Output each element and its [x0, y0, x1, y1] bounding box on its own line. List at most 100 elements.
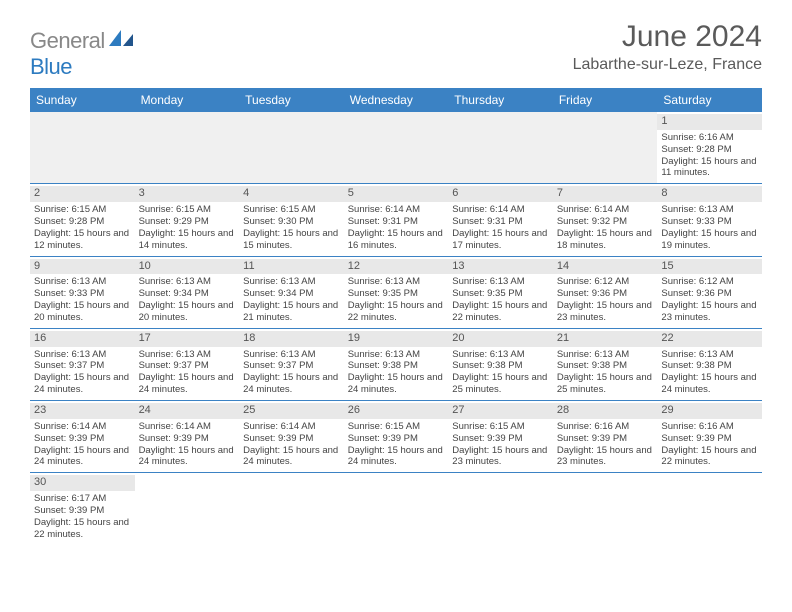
title-block: June 2024 Labarthe-sur-Leze, France — [573, 20, 762, 74]
empty-cell — [135, 473, 240, 544]
weekday-header: Wednesday — [344, 88, 449, 112]
day-number: 9 — [30, 259, 135, 275]
sunset-text: Sunset: 9:39 PM — [34, 433, 131, 445]
day-cell: 4Sunrise: 6:15 AMSunset: 9:30 PMDaylight… — [239, 184, 344, 255]
day-number: 1 — [657, 114, 762, 130]
day-number: 22 — [657, 331, 762, 347]
day-number: 16 — [30, 331, 135, 347]
daylight-text: Daylight: 15 hours and 19 minutes. — [661, 228, 758, 252]
sunset-text: Sunset: 9:31 PM — [452, 216, 549, 228]
day-number: 23 — [30, 403, 135, 419]
day-number: 11 — [239, 259, 344, 275]
day-number: 15 — [657, 259, 762, 275]
sunrise-text: Sunrise: 6:13 AM — [243, 276, 340, 288]
day-number: 4 — [239, 186, 344, 202]
day-number: 20 — [448, 331, 553, 347]
sunset-text: Sunset: 9:35 PM — [452, 288, 549, 300]
brand-logo: GeneralBlue — [30, 20, 135, 80]
sunset-text: Sunset: 9:33 PM — [34, 288, 131, 300]
sunset-text: Sunset: 9:39 PM — [452, 433, 549, 445]
sunrise-text: Sunrise: 6:12 AM — [557, 276, 654, 288]
day-number: 7 — [553, 186, 658, 202]
weekday-header: Monday — [135, 88, 240, 112]
day-number: 12 — [344, 259, 449, 275]
sunset-text: Sunset: 9:38 PM — [661, 360, 758, 372]
sunset-text: Sunset: 9:36 PM — [661, 288, 758, 300]
day-cell: 7Sunrise: 6:14 AMSunset: 9:32 PMDaylight… — [553, 184, 658, 255]
weekday-header: Friday — [553, 88, 658, 112]
daylight-text: Daylight: 15 hours and 15 minutes. — [243, 228, 340, 252]
sunrise-text: Sunrise: 6:13 AM — [452, 349, 549, 361]
sunset-text: Sunset: 9:38 PM — [348, 360, 445, 372]
weekday-header: Thursday — [448, 88, 553, 112]
sunrise-text: Sunrise: 6:13 AM — [34, 276, 131, 288]
day-number: 6 — [448, 186, 553, 202]
calendar-page: GeneralBlue June 2024 Labarthe-sur-Leze,… — [0, 0, 792, 565]
day-number: 18 — [239, 331, 344, 347]
sunset-text: Sunset: 9:34 PM — [139, 288, 236, 300]
weekday-header: Saturday — [657, 88, 762, 112]
daylight-text: Daylight: 15 hours and 24 minutes. — [34, 445, 131, 469]
daylight-text: Daylight: 15 hours and 24 minutes. — [34, 372, 131, 396]
daylight-text: Daylight: 15 hours and 21 minutes. — [243, 300, 340, 324]
day-number: 3 — [135, 186, 240, 202]
weeks-container: 1Sunrise: 6:16 AMSunset: 9:28 PMDaylight… — [30, 112, 762, 545]
sunrise-text: Sunrise: 6:15 AM — [139, 204, 236, 216]
sunset-text: Sunset: 9:32 PM — [557, 216, 654, 228]
day-number: 28 — [553, 403, 658, 419]
day-cell: 18Sunrise: 6:13 AMSunset: 9:37 PMDayligh… — [239, 329, 344, 400]
day-cell: 24Sunrise: 6:14 AMSunset: 9:39 PMDayligh… — [135, 401, 240, 472]
sunset-text: Sunset: 9:35 PM — [348, 288, 445, 300]
daylight-text: Daylight: 15 hours and 18 minutes. — [557, 228, 654, 252]
day-cell: 26Sunrise: 6:15 AMSunset: 9:39 PMDayligh… — [344, 401, 449, 472]
sunset-text: Sunset: 9:38 PM — [452, 360, 549, 372]
empty-cell — [553, 112, 658, 183]
daylight-text: Daylight: 15 hours and 17 minutes. — [452, 228, 549, 252]
daylight-text: Daylight: 15 hours and 22 minutes. — [661, 445, 758, 469]
sunrise-text: Sunrise: 6:13 AM — [348, 276, 445, 288]
daylight-text: Daylight: 15 hours and 11 minutes. — [661, 156, 758, 180]
sunrise-text: Sunrise: 6:15 AM — [34, 204, 131, 216]
day-cell: 13Sunrise: 6:13 AMSunset: 9:35 PMDayligh… — [448, 257, 553, 328]
sunset-text: Sunset: 9:30 PM — [243, 216, 340, 228]
day-cell: 3Sunrise: 6:15 AMSunset: 9:29 PMDaylight… — [135, 184, 240, 255]
daylight-text: Daylight: 15 hours and 16 minutes. — [348, 228, 445, 252]
sunrise-text: Sunrise: 6:12 AM — [661, 276, 758, 288]
day-number: 5 — [344, 186, 449, 202]
empty-cell — [135, 112, 240, 183]
sunrise-text: Sunrise: 6:16 AM — [661, 421, 758, 433]
weekday-header: Tuesday — [239, 88, 344, 112]
sunset-text: Sunset: 9:33 PM — [661, 216, 758, 228]
day-cell: 14Sunrise: 6:12 AMSunset: 9:36 PMDayligh… — [553, 257, 658, 328]
day-cell: 5 Sunrise: 6:14 AMSunset: 9:31 PMDaylight… — [344, 184, 449, 255]
sunrise-text: Sunrise: 6:13 AM — [557, 349, 654, 361]
sunset-text: Sunset: 9:29 PM — [139, 216, 236, 228]
page-header: GeneralBlue June 2024 Labarthe-sur-Leze,… — [30, 20, 762, 80]
day-cell: 11Sunrise: 6:13 AMSunset: 9:34 PMDayligh… — [239, 257, 344, 328]
sunrise-text: Sunrise: 6:14 AM — [348, 204, 445, 216]
day-number: 10 — [135, 259, 240, 275]
sunrise-text: Sunrise: 6:13 AM — [661, 204, 758, 216]
daylight-text: Daylight: 15 hours and 25 minutes. — [557, 372, 654, 396]
daylight-text: Daylight: 15 hours and 20 minutes. — [139, 300, 236, 324]
sunset-text: Sunset: 9:39 PM — [243, 433, 340, 445]
sunset-text: Sunset: 9:37 PM — [34, 360, 131, 372]
daylight-text: Daylight: 15 hours and 24 minutes. — [243, 445, 340, 469]
day-number: 24 — [135, 403, 240, 419]
week-row: 2Sunrise: 6:15 AMSunset: 9:28 PMDaylight… — [30, 184, 762, 256]
daylight-text: Daylight: 15 hours and 24 minutes. — [661, 372, 758, 396]
day-cell: 19Sunrise: 6:13 AMSunset: 9:38 PMDayligh… — [344, 329, 449, 400]
brand-text-1: General — [30, 28, 105, 53]
sunset-text: Sunset: 9:34 PM — [243, 288, 340, 300]
sunset-text: Sunset: 9:31 PM — [348, 216, 445, 228]
day-cell: 16Sunrise: 6:13 AMSunset: 9:37 PMDayligh… — [30, 329, 135, 400]
sunrise-text: Sunrise: 6:15 AM — [452, 421, 549, 433]
sunrise-text: Sunrise: 6:13 AM — [348, 349, 445, 361]
weekday-header: Sunday — [30, 88, 135, 112]
sunset-text: Sunset: 9:39 PM — [34, 505, 131, 517]
sunrise-text: Sunrise: 6:13 AM — [452, 276, 549, 288]
day-number: 21 — [553, 331, 658, 347]
sunrise-text: Sunrise: 6:15 AM — [348, 421, 445, 433]
daylight-text: Daylight: 15 hours and 23 minutes. — [452, 445, 549, 469]
daylight-text: Daylight: 15 hours and 22 minutes. — [348, 300, 445, 324]
